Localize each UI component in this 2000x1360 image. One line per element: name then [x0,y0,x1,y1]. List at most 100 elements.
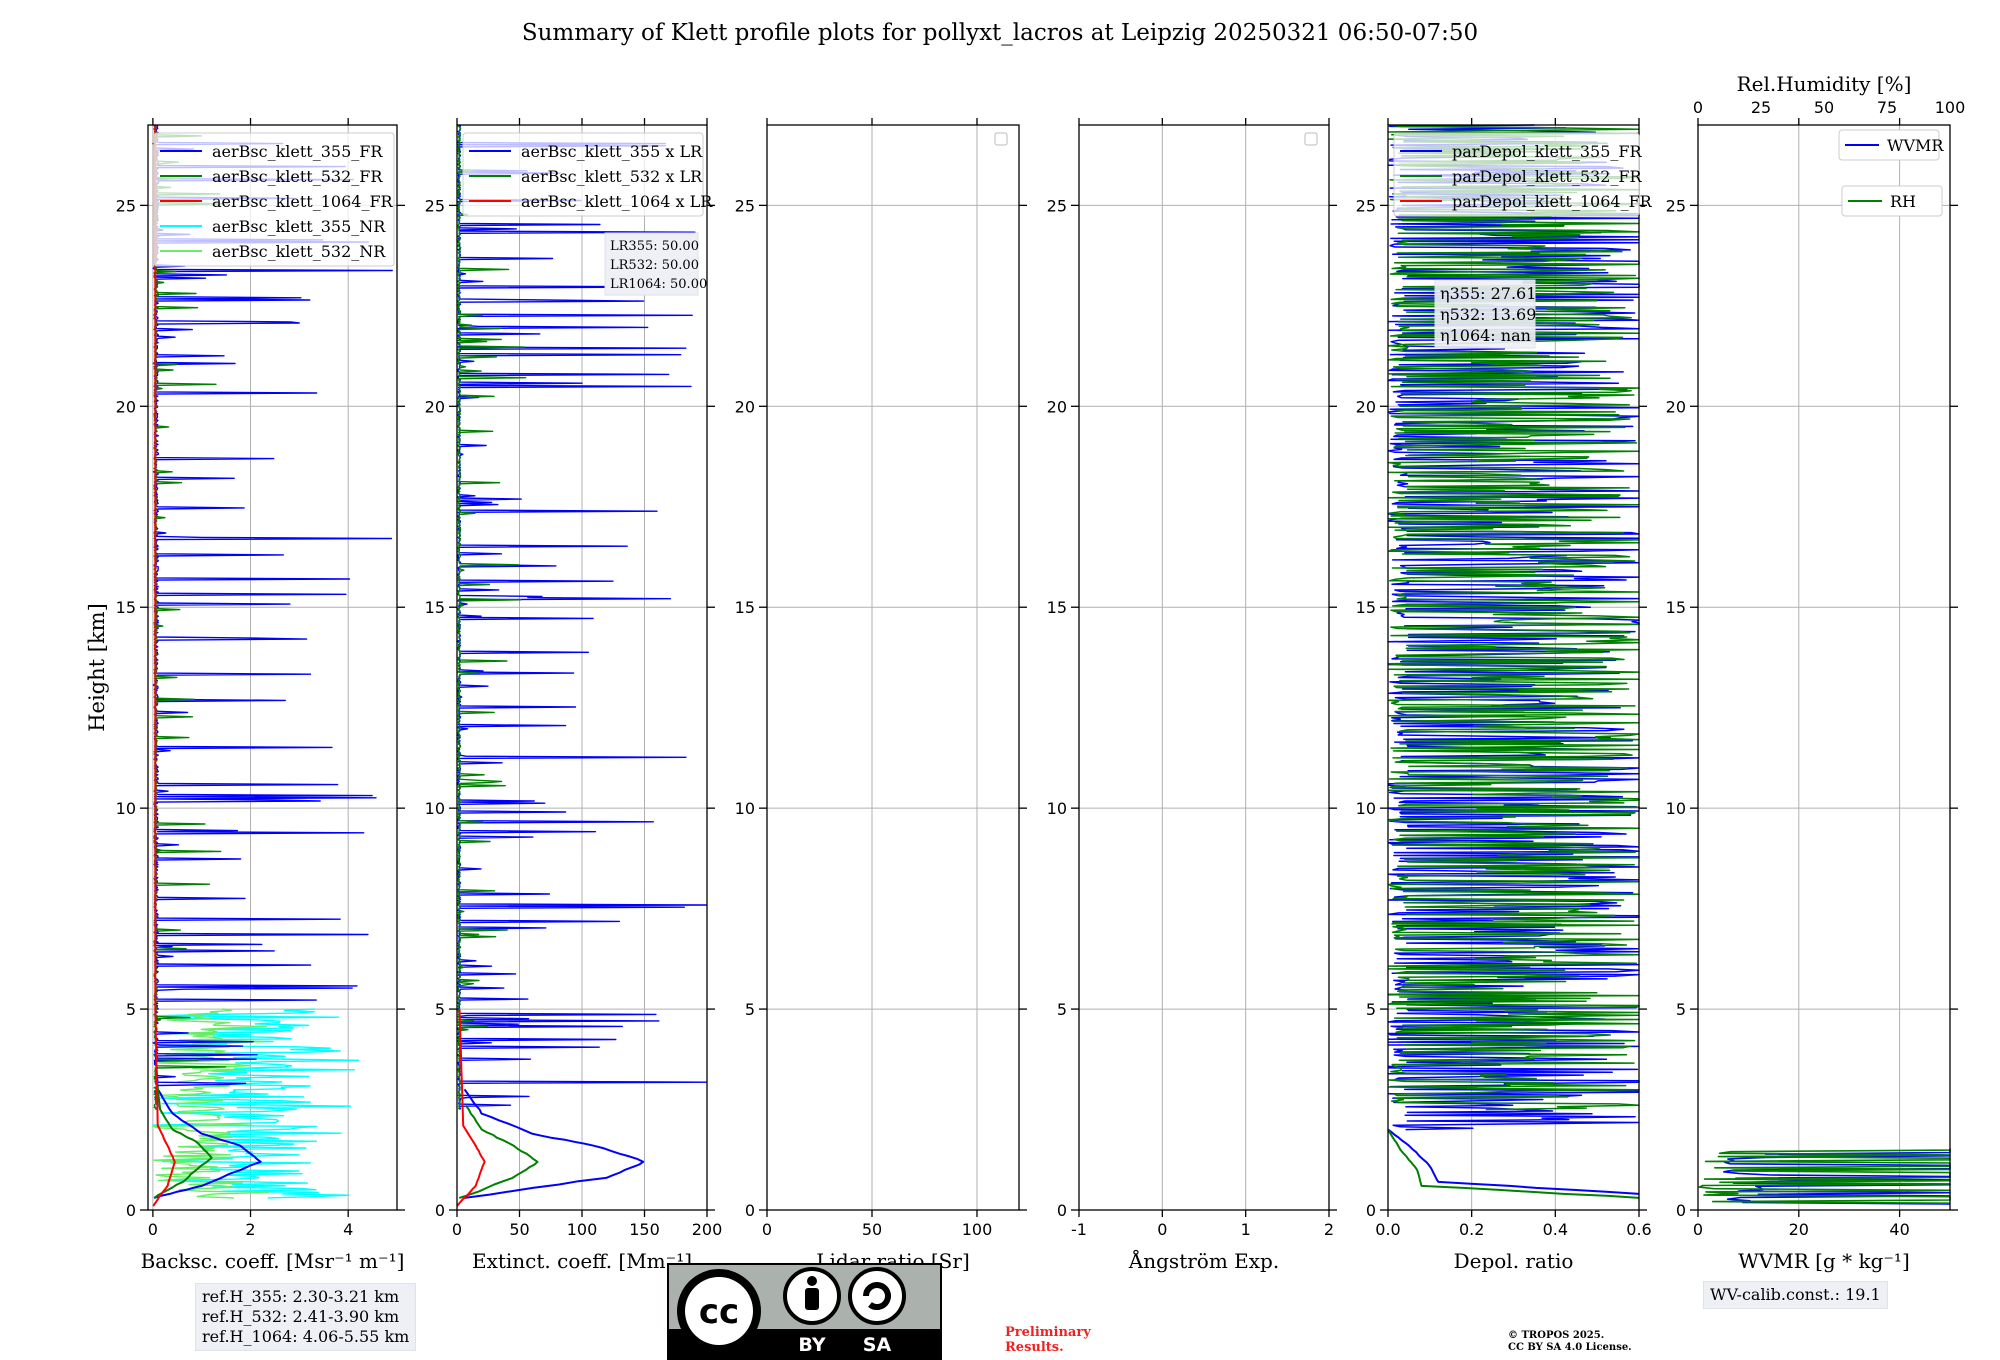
y-tick-label: 10 [1356,799,1376,818]
figure-title: Summary of Klett profile plots for polly… [521,20,1479,46]
y-axis-label: Height [km] [85,603,109,732]
y-tick-label: 25 [425,196,445,215]
series-line-532-fr [153,1069,213,1199]
series-line-355-fr [153,1049,262,1199]
panel-wvmr: 0 5 10 15 20 25 0 20 40 WVMR [g * kg⁻¹] 0 25 50 75 100… [1666,72,1966,1273]
panel-backscatter: 0 5 10 15 20 25 0 2 4 Backsc. coeff. [Msr⁻¹ m⁻¹] a… [116,118,405,1273]
legend: aerBsc_klett_355_FR aerBsc_klett_532_FRae… [153,132,395,267]
top-x-tick-label: 25 [1751,98,1771,117]
x-tick-label: 0 [452,1220,462,1239]
x-tick-label: 200 [692,1220,723,1239]
top-x-tick-label: 50 [1814,98,1834,117]
y-tick-label: 5 [1676,1000,1686,1019]
legend: aerBsc_klett_355 x LR aerBsc_klett_532 x … [462,132,713,217]
series-line-depol-532 [1387,1129,1640,1199]
x-tick-label: 50 [862,1220,882,1239]
share-alike-icon [863,1282,891,1310]
reference-height-box: ref.H_355: 2.30-3.21 km ref.H_532: 2.41-… [195,1283,417,1351]
lidar-ratio-value: LR532: 50.00 [610,258,699,273]
top-x-tick-label: 100 [1935,98,1966,117]
x-tick-label: 0 [762,1220,772,1239]
x-tick-label: 0 [1157,1220,1167,1239]
cc-logo-text: cc [699,1292,739,1332]
y-tick-label: 20 [1047,397,1067,416]
x-tick-label: 50 [509,1220,529,1239]
eta-value: η355: 27.61 [1440,284,1536,303]
legend-label: WVMR [1887,136,1944,155]
legend-label: aerBsc_klett_532_NR [212,242,386,261]
copyright-line-2: CC BY SA 4.0 License. [1508,1342,1632,1353]
ref-height-355: ref.H_355: 2.30-3.21 km [202,1287,400,1306]
y-tick-label: 15 [425,598,445,617]
series-line-532-ext [458,1104,539,1199]
legend-label: aerBsc_klett_532_FR [212,167,383,186]
x-tick-label: 40 [1889,1220,1909,1239]
y-tick-label: 15 [1356,598,1376,617]
legend-label: aerBsc_klett_355_NR [212,217,386,236]
y-tick-label: 5 [1057,1000,1067,1019]
y-tick-label: 0 [745,1201,755,1220]
eta-value: η532: 13.69 [1440,305,1536,324]
legend-box [462,132,704,217]
legend-label: aerBsc_klett_1064_FR [212,192,394,211]
x-axis-label: Backsc. coeff. [Msr⁻¹ m⁻¹] [141,1249,405,1273]
y-tick-label: 15 [1666,598,1686,617]
x-tick-label: 100 [567,1220,598,1239]
x-tick-label: 1 [1241,1220,1251,1239]
y-tick-label: 0 [126,1201,136,1220]
person-icon [807,1276,817,1286]
preliminary-results-note: Preliminary Results. [1005,1325,1091,1355]
y-tick-label: 25 [1356,196,1376,215]
legend-label: parDepol_klett_532_FR [1452,167,1643,186]
legend-label: RH [1890,192,1916,211]
data-traces [1698,1148,1951,1205]
data-traces [456,124,708,1207]
y-tick-label: 15 [735,598,755,617]
axes-frame [1697,124,1951,1211]
y-tick-label: 5 [126,1000,136,1019]
series-line-1064-ext [456,1009,486,1207]
y-tick-label: 0 [1676,1201,1686,1220]
series-line-depol-355 [1387,1128,1640,1195]
y-tick-label: 10 [116,799,136,818]
axes-frame [147,124,398,1211]
legend: WVMR RH [1838,129,1944,217]
legend-box [1838,129,1940,161]
x-tick-label: 0.6 [1626,1220,1651,1239]
empty-legend-box [994,132,1008,146]
y-tick-label: 20 [1356,397,1376,416]
top-x-axis-label: Rel.Humidity [%] [1737,72,1912,96]
y-tick-label: 15 [116,598,136,617]
y-tick-label: 20 [1666,397,1686,416]
y-tick-label: 25 [1047,196,1067,215]
y-tick-label: 20 [735,397,755,416]
copyright-line-1: © TROPOS 2025. [1508,1330,1605,1341]
cc-by-sa-logo: cc BY SA [667,1263,942,1360]
y-tick-label: 25 [116,196,136,215]
axes-frame [766,124,1020,1211]
y-tick-label: 20 [116,397,136,416]
series-line-532-fr-clouds [152,124,229,1111]
series-line-532-ext-clouds [456,124,527,1110]
series-line-1064-fr [152,125,176,1207]
legend-box [1841,185,1943,217]
x-tick-label: 2 [245,1220,255,1239]
x-tick-label: 2 [1324,1220,1334,1239]
legend-label: aerBsc_klett_1064 x LR [521,192,713,211]
panel-depol: 0 5 10 15 20 25 0.0 0.2 0.4 0.6 Depol. ratio parDep… [1356,118,1653,1273]
legend-label: aerBsc_klett_532 x LR [521,167,703,186]
eta-box: η355: 27.61 η532: 13.69 η1064: nan [1434,279,1536,349]
y-tick-label: 25 [1666,196,1686,215]
x-tick-label: 0.0 [1375,1220,1400,1239]
y-tick-label: 20 [425,397,445,416]
legend-box [1393,132,1640,217]
axes-frame [1078,124,1330,1211]
x-tick-label: -1 [1071,1220,1087,1239]
eta-box-bg [1434,279,1536,349]
top-x-tick-label: 0 [1693,98,1703,117]
x-axis-label: Extinct. coeff. [Mm⁻¹] [472,1249,692,1273]
ref-height-1064: ref.H_1064: 4.06-5.55 km [202,1327,410,1346]
empty-legend-box [1304,132,1318,146]
x-tick-label: 4 [343,1220,353,1239]
x-tick-label: 0.4 [1543,1220,1568,1239]
